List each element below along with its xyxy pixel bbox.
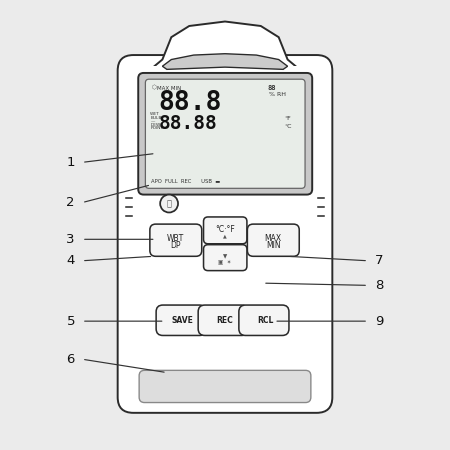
Text: ▣  ✶: ▣ ✶ bbox=[218, 260, 232, 265]
Text: °C: °C bbox=[284, 124, 292, 129]
Text: ▲: ▲ bbox=[223, 233, 227, 238]
Text: 6: 6 bbox=[67, 353, 75, 366]
Text: 9: 9 bbox=[375, 315, 383, 328]
Text: RCL: RCL bbox=[257, 316, 274, 325]
FancyBboxPatch shape bbox=[150, 224, 202, 256]
Text: —: — bbox=[150, 119, 155, 123]
Polygon shape bbox=[149, 22, 301, 71]
Text: 5: 5 bbox=[67, 315, 75, 328]
Text: REC: REC bbox=[216, 316, 233, 325]
Text: 7: 7 bbox=[375, 254, 383, 267]
FancyBboxPatch shape bbox=[203, 217, 247, 244]
FancyBboxPatch shape bbox=[117, 55, 333, 413]
Text: WBT: WBT bbox=[167, 234, 184, 243]
Text: 88.8: 88.8 bbox=[159, 90, 222, 116]
Text: °F: °F bbox=[284, 116, 291, 121]
Text: 88.88: 88.88 bbox=[159, 113, 217, 133]
FancyBboxPatch shape bbox=[134, 66, 316, 73]
FancyBboxPatch shape bbox=[198, 305, 248, 335]
Text: 1: 1 bbox=[67, 156, 75, 169]
Text: BULB: BULB bbox=[150, 116, 162, 120]
Text: DP: DP bbox=[171, 241, 181, 250]
FancyBboxPatch shape bbox=[138, 73, 312, 194]
FancyBboxPatch shape bbox=[248, 224, 299, 256]
Text: ▼: ▼ bbox=[223, 254, 227, 259]
FancyBboxPatch shape bbox=[139, 370, 311, 403]
FancyBboxPatch shape bbox=[145, 79, 305, 189]
Text: APO  FULL  REC      USB  ▬: APO FULL REC USB ▬ bbox=[151, 179, 220, 184]
Text: % RH: % RH bbox=[269, 92, 286, 97]
Text: MIN: MIN bbox=[266, 241, 281, 250]
Text: ⬡: ⬡ bbox=[152, 86, 157, 90]
Text: MAX: MAX bbox=[265, 234, 282, 243]
Text: ⏻: ⏻ bbox=[166, 199, 171, 208]
Text: 88: 88 bbox=[268, 85, 276, 91]
FancyBboxPatch shape bbox=[203, 245, 247, 270]
Text: POINT: POINT bbox=[150, 126, 163, 130]
Text: 3: 3 bbox=[67, 233, 75, 246]
FancyBboxPatch shape bbox=[239, 305, 289, 335]
Text: DEW: DEW bbox=[150, 123, 161, 127]
FancyBboxPatch shape bbox=[156, 305, 206, 335]
Text: SAVE: SAVE bbox=[171, 316, 193, 325]
Polygon shape bbox=[162, 54, 288, 69]
Text: 4: 4 bbox=[67, 254, 75, 267]
Text: MAX MIN: MAX MIN bbox=[157, 86, 181, 90]
Text: °C·°F: °C·°F bbox=[215, 225, 235, 234]
Text: 8: 8 bbox=[375, 279, 383, 292]
Text: 2: 2 bbox=[67, 196, 75, 209]
Text: WET: WET bbox=[150, 112, 160, 116]
Circle shape bbox=[160, 194, 178, 212]
